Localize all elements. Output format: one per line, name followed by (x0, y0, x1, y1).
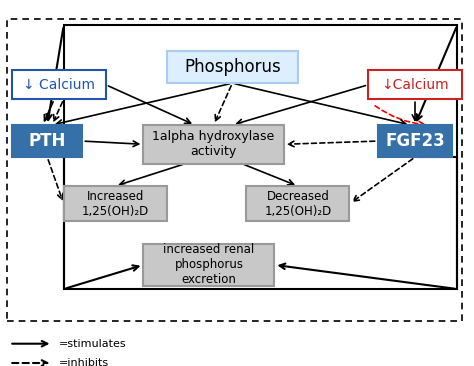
FancyBboxPatch shape (377, 125, 453, 157)
Text: =inhibits: =inhibits (59, 358, 109, 366)
FancyBboxPatch shape (167, 51, 298, 83)
FancyBboxPatch shape (246, 186, 349, 221)
FancyBboxPatch shape (12, 125, 82, 157)
FancyBboxPatch shape (143, 125, 284, 164)
FancyBboxPatch shape (12, 70, 106, 99)
Text: FGF23: FGF23 (385, 132, 445, 150)
Bar (64, 25, 457, 289)
Text: Decreased
1,25(OH)₂D: Decreased 1,25(OH)₂D (264, 190, 331, 218)
Text: Phosphorus: Phosphorus (184, 58, 281, 76)
Text: increased renal
phosphorus
excretion: increased renal phosphorus excretion (163, 243, 255, 287)
Bar (8, 19, 462, 321)
Text: ↓Calcium: ↓Calcium (381, 78, 449, 92)
Text: 1alpha hydroxylase
activity: 1alpha hydroxylase activity (153, 130, 275, 158)
Text: PTH: PTH (28, 132, 66, 150)
Text: Increased
1,25(OH)₂D: Increased 1,25(OH)₂D (82, 190, 149, 218)
Text: =stimulates: =stimulates (59, 339, 127, 349)
FancyBboxPatch shape (143, 244, 274, 286)
FancyBboxPatch shape (64, 186, 167, 221)
FancyBboxPatch shape (368, 70, 462, 99)
Text: ↓ Calcium: ↓ Calcium (23, 78, 95, 92)
